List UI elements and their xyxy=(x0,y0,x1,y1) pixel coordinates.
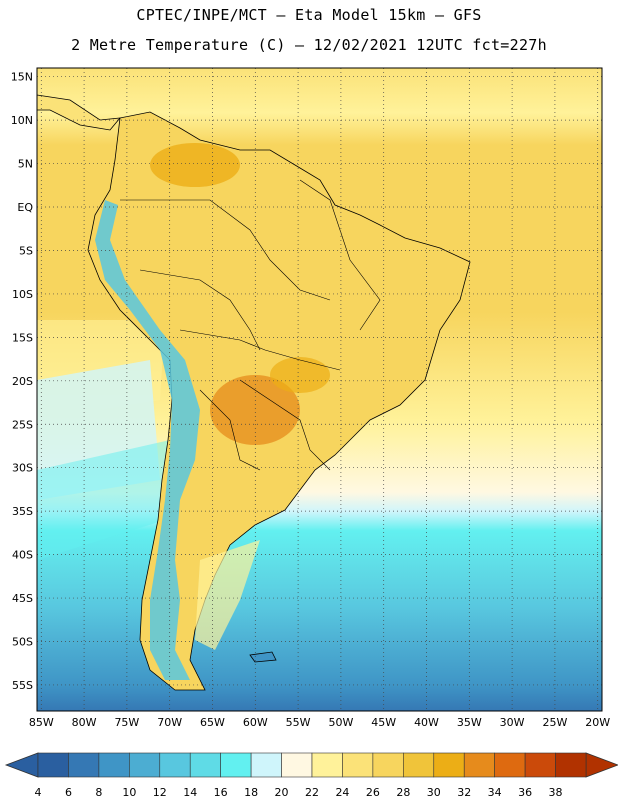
colorbar-label: 8 xyxy=(95,786,102,799)
lon-label: 85W xyxy=(29,716,54,729)
lon-label: 80W xyxy=(72,716,97,729)
colorbar-label: 24 xyxy=(335,786,349,799)
pacific-cold-patch xyxy=(37,440,170,560)
lon-label: 45W xyxy=(371,716,396,729)
colorbar-right-arrow xyxy=(585,752,618,778)
map-border xyxy=(36,67,603,712)
colorbar-swatch xyxy=(555,752,587,778)
lat-label: 15N xyxy=(11,71,33,84)
colorbar-swatch xyxy=(463,752,495,778)
colorbar-label: 10 xyxy=(122,786,136,799)
lat-label: 55S xyxy=(12,679,33,692)
colorbar-swatch xyxy=(403,752,435,778)
colorbar-swatch xyxy=(220,752,252,778)
colorbar-swatch xyxy=(311,752,343,778)
lat-label: 5S xyxy=(19,244,33,257)
colorbar-swatch xyxy=(281,752,313,778)
andes-cold-strip xyxy=(95,200,200,680)
hot-spot-venezuela xyxy=(150,143,240,187)
lon-label: 30W xyxy=(500,716,525,729)
lon-label: 50W xyxy=(328,716,353,729)
lon-label: 65W xyxy=(200,716,225,729)
country-borders xyxy=(120,179,381,471)
lat-label: 20S xyxy=(12,375,33,388)
colorbar-label: 38 xyxy=(549,786,563,799)
colorbar-swatch xyxy=(37,752,69,778)
lon-label: 55W xyxy=(286,716,311,729)
colorbar-swatch xyxy=(98,752,130,778)
lat-label: 10S xyxy=(12,288,33,301)
lon-label: 70W xyxy=(157,716,182,729)
lat-label: 50S xyxy=(12,635,33,648)
colorbar-label: 4 xyxy=(35,786,42,799)
colorbar-label: 18 xyxy=(244,786,258,799)
lon-label: 25W xyxy=(542,716,567,729)
colorbar-swatch xyxy=(129,752,161,778)
lon-label: 20W xyxy=(585,716,610,729)
lat-label: 40S xyxy=(12,549,33,562)
latitude-labels: 15N 10N 5N EQ 5S 10S 15S 20S 25S 30S 35S 40S 45S 50S 5… xyxy=(11,71,34,692)
colorbar-swatch xyxy=(433,752,465,778)
lon-label: 75W xyxy=(114,716,139,729)
colorbar-swatch xyxy=(494,752,526,778)
lat-label: 25S xyxy=(12,418,33,431)
lon-label: 40W xyxy=(414,716,439,729)
hot-spot-mato-grosso xyxy=(270,357,330,393)
colorbar-label: 6 xyxy=(65,786,72,799)
colorbar-label: 12 xyxy=(153,786,167,799)
lat-label: 30S xyxy=(12,462,33,475)
lon-label: 35W xyxy=(457,716,482,729)
colorbar-label: 30 xyxy=(427,786,441,799)
colorbar-label: 36 xyxy=(518,786,532,799)
colorbar-swatch xyxy=(342,752,374,778)
colorbar-swatch xyxy=(189,752,221,778)
colorbar-label: 34 xyxy=(488,786,502,799)
colorbar-swatch xyxy=(250,752,282,778)
lat-label: 5N xyxy=(18,158,33,171)
colorbar: 4 6 8 10 12 14 16 18 20 22 24 26 28 30 32 34 36 38 xyxy=(4,752,618,799)
falkland-islands xyxy=(249,651,277,663)
central-america-land xyxy=(37,94,121,131)
colorbar-label: 16 xyxy=(214,786,228,799)
patagonia-mild xyxy=(195,540,260,650)
colorbar-swatch xyxy=(524,752,556,778)
lat-label: EQ xyxy=(17,201,33,214)
chart-title-line2: 2 Metre Temperature (C) – 12/02/2021 12U… xyxy=(71,36,547,54)
longitude-labels: 85W 80W 75W 70W 65W 60W 55W 50W 45W 40W 35W 30W 25W 2… xyxy=(29,716,610,729)
map-area xyxy=(37,68,602,711)
lon-label: 60W xyxy=(243,716,268,729)
colorbar-label: 26 xyxy=(366,786,380,799)
colorbar-swatch xyxy=(372,752,404,778)
lat-label: 10N xyxy=(11,114,33,127)
chart-title-line1: CPTEC/INPE/MCT – Eta Model 15km – GFS xyxy=(136,6,482,24)
colorbar-label: 20 xyxy=(275,786,289,799)
colorbar-label: 22 xyxy=(305,786,319,799)
colorbar-swatch xyxy=(159,752,191,778)
lat-label: 35S xyxy=(12,505,33,518)
colorbar-label: 32 xyxy=(457,786,471,799)
colorbar-left-arrow xyxy=(4,752,39,778)
lat-label: 45S xyxy=(12,592,33,605)
colorbar-label: 28 xyxy=(396,786,410,799)
colorbar-swatch xyxy=(68,752,100,778)
lat-label: 15S xyxy=(12,331,33,344)
colorbar-label: 14 xyxy=(183,786,197,799)
hot-spot-chaco xyxy=(210,375,300,445)
